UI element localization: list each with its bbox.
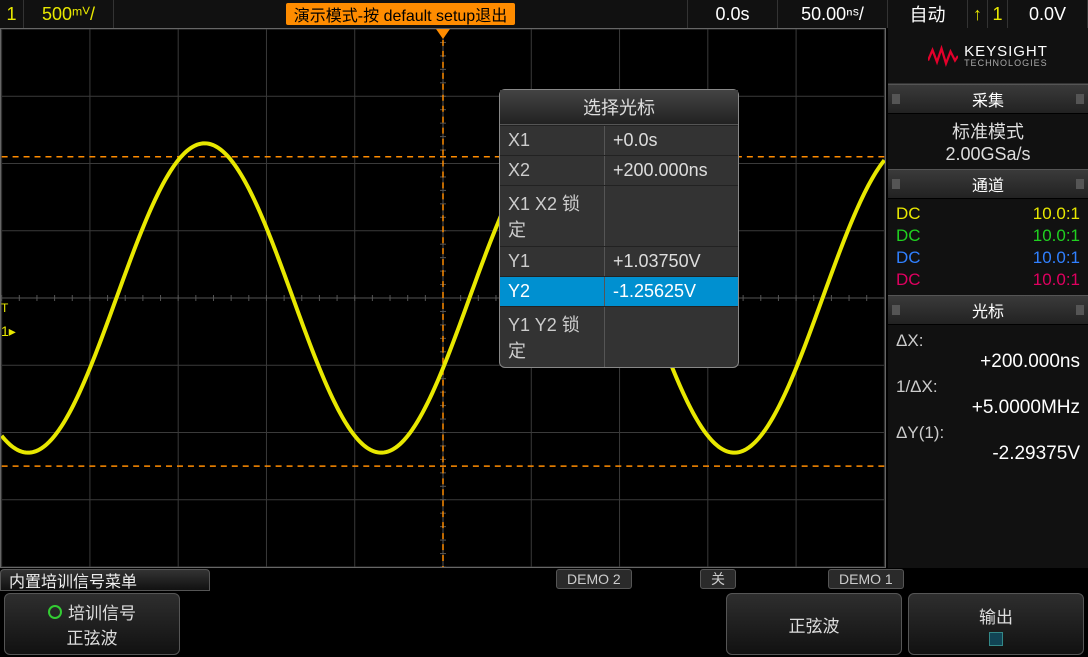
- demo-mode-banner: 演示模式-按 default setup退出: [286, 3, 515, 25]
- trigger-source[interactable]: 1: [988, 0, 1008, 28]
- softkey-menu-title: 内置培训信号菜单: [0, 569, 210, 591]
- trigger-mode[interactable]: 自动: [888, 0, 968, 28]
- trigger-level[interactable]: 0.0V: [1008, 0, 1088, 28]
- channel-summary-2[interactable]: DC10.0:1: [896, 225, 1080, 247]
- brand-logo: KEYSIGHTTECHNOLOGIES: [888, 28, 1088, 84]
- bottom-bar: DEMO 2 关 DEMO 1 内置培训信号菜单 培训信号 正弦波 正弦波 输出: [0, 569, 1088, 657]
- trigger-edge-icon: ↑: [968, 0, 988, 28]
- keysight-wave-icon: [928, 44, 958, 68]
- cursor-option-x1[interactable]: X1+0.0s: [500, 125, 738, 155]
- softkey-row: 培训信号 正弦波 正弦波 输出: [0, 591, 1088, 657]
- cursor-readout-0: ΔX:+200.000ns: [896, 329, 1080, 375]
- cursor-section-body: ΔX:+200.000ns1/ΔX:+5.0000MHzΔY(1):-2.293…: [888, 325, 1088, 568]
- cursor-section-header[interactable]: 光标: [888, 295, 1088, 325]
- cursor-option-x1x2锁定[interactable]: X1 X2 锁定: [500, 185, 738, 246]
- acq-mode: 标准模式: [896, 118, 1080, 144]
- horizontal-delay[interactable]: 0.0s: [688, 0, 778, 28]
- channel-summary-3[interactable]: DC10.0:1: [896, 247, 1080, 269]
- volts-per-div[interactable]: 500ᵐⱽ/: [24, 0, 114, 28]
- channel-summary-1[interactable]: DC10.0:1: [896, 203, 1080, 225]
- time-per-div[interactable]: 50.00ⁿˢ/: [778, 0, 888, 28]
- ground-marker: T: [1, 301, 8, 315]
- cursor-option-y1y2锁定[interactable]: Y1 Y2 锁定: [500, 306, 738, 367]
- demo1-label: DEMO 1: [828, 569, 904, 589]
- cursor-option-y1[interactable]: Y1+1.03750V: [500, 246, 738, 276]
- softkey-waveform-type[interactable]: 正弦波: [726, 593, 902, 655]
- knob-icon: [48, 605, 62, 619]
- channel-summary-4[interactable]: DC10.0:1: [896, 269, 1080, 291]
- softkey-output[interactable]: 输出: [908, 593, 1084, 655]
- channel-indicator: 1: [0, 0, 24, 28]
- cursor-select-popup[interactable]: 选择光标 X1+0.0sX2+200.000nsX1 X2 锁定Y1+1.037…: [499, 89, 739, 368]
- cursor-popup-title: 选择光标: [500, 90, 738, 125]
- cursor-option-x2[interactable]: X2+200.000ns: [500, 155, 738, 185]
- ch1-ground-marker: 1▸: [1, 323, 16, 340]
- brand-sub: TECHNOLOGIES: [964, 59, 1048, 68]
- channel-section-body: DC10.0:1DC10.0:1DC10.0:1DC10.0:1: [888, 199, 1088, 295]
- side-panel: KEYSIGHTTECHNOLOGIES 采集 标准模式 2.00GSa/s 通…: [888, 28, 1088, 568]
- acq-section-body: 标准模式 2.00GSa/s: [888, 114, 1088, 169]
- acq-rate: 2.00GSa/s: [896, 144, 1080, 165]
- softkey-training-signal[interactable]: 培训信号 正弦波: [4, 593, 180, 655]
- top-status-bar: 1 500ᵐⱽ/ 演示模式-按 default setup退出 0.0s 50.…: [0, 0, 1088, 28]
- acq-section-header[interactable]: 采集: [888, 84, 1088, 114]
- brand-name: KEYSIGHT: [964, 43, 1048, 60]
- waveform-display[interactable]: T 1▸ 选择光标 X1+0.0sX2+200.000nsX1 X2 锁定Y1+…: [0, 28, 886, 568]
- cursor-option-y2[interactable]: Y2-1.25625V: [500, 276, 738, 306]
- channel-section-header[interactable]: 通道: [888, 169, 1088, 199]
- output-indicator-icon: [989, 632, 1003, 646]
- grid-canvas: [1, 29, 885, 567]
- cursor-readout-1: 1/ΔX:+5.0000MHz: [896, 375, 1080, 421]
- demo2-label: DEMO 2: [556, 569, 632, 589]
- off-label: 关: [700, 569, 736, 589]
- cursor-readout-2: ΔY(1):-2.29375V: [896, 421, 1080, 467]
